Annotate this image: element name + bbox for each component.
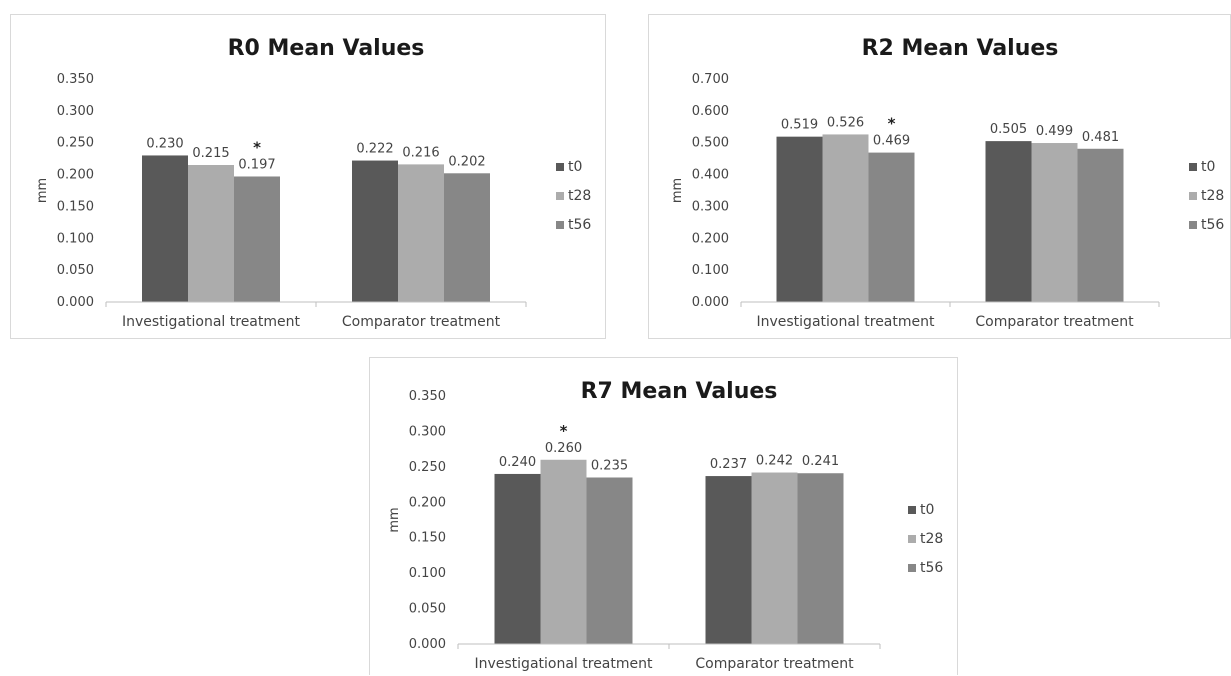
bar [188,165,234,302]
bar [494,473,541,644]
legend-swatch [556,163,564,171]
chart-svg: R0 Mean Values 0.000 0.050 0.100 0.150 0.200 0… [35,36,591,330]
y-tick-label: 0.100 [57,231,94,246]
data-label: 0.242 [756,454,793,469]
data-label: 0.222 [356,142,393,157]
y-tick-label: 0.150 [57,199,94,214]
data-label: 0.216 [402,145,439,160]
y-tick-label: 0.350 [409,389,446,404]
y-tick-label: 0.250 [409,460,446,475]
bar [1031,143,1078,302]
bar [444,173,490,302]
y-tick-label: 0.200 [409,495,446,510]
y-tick-label: 0.300 [409,424,446,439]
data-label: 0.241 [802,454,839,469]
bar [985,141,1032,302]
legend-label: t56 [920,560,943,576]
y-tick-label: 0.150 [409,531,446,546]
bar [142,155,188,302]
x-category-label: Investigational treatment [122,314,301,330]
chart-panel-r2: R2 Mean Values 0.000 0.100 0.200 0.300 0.400 0… [648,14,1231,339]
y-tick-label: 0.500 [692,136,729,151]
data-label: 0.240 [499,455,536,470]
data-label: 0.499 [1036,124,1073,139]
legend-label: t0 [568,159,582,175]
y-tick-label: 0.100 [409,566,446,581]
legend-label: t0 [1201,159,1215,175]
chart-title: R7 Mean Values [581,379,778,404]
y-tick-label: 0.200 [57,168,94,183]
y-tick-label: 0.700 [692,72,729,87]
x-category-label: Comparator treatment [975,314,1134,330]
bar [751,472,798,644]
data-label: 0.526 [827,115,864,130]
y-tick-label: 0.400 [692,168,729,183]
bar [352,160,398,302]
legend-label: t28 [568,188,591,204]
bar [822,134,869,302]
y-tick-label: 0.200 [692,231,729,246]
chart-svg: R2 Mean Values 0.000 0.100 0.200 0.300 0.400 0… [670,36,1224,330]
bar [586,477,633,644]
y-tick-label: 0.300 [57,104,94,119]
y-axis-label: mm [35,178,50,203]
legend-swatch [1189,163,1197,171]
significance-marker: * [560,422,568,440]
significance-marker: * [888,115,896,133]
data-label: 0.235 [591,458,628,473]
chart-title: R0 Mean Values [228,36,425,61]
legend-swatch [908,564,916,572]
y-tick-label: 0.350 [57,72,94,87]
significance-marker: * [253,138,261,156]
data-label: 0.215 [192,146,229,161]
chart-svg: R7 Mean Values 0.000 0.050 0.100 0.150 0.200 0… [387,379,943,672]
y-tick-label: 0.000 [57,295,94,310]
data-label: 0.237 [710,457,747,472]
x-category-label: Comparator treatment [695,656,854,672]
legend-label: t0 [920,502,934,518]
y-tick-label: 0.050 [409,602,446,617]
data-label: 0.197 [238,157,275,172]
x-category-label: Investigational treatment [756,314,935,330]
data-label: 0.260 [545,441,582,456]
data-label: 0.230 [146,136,183,151]
chart-title: R2 Mean Values [862,36,1059,61]
bar [797,473,844,644]
chart-panel-r7: R7 Mean Values 0.000 0.050 0.100 0.150 0.200 0… [369,357,958,675]
data-label: 0.505 [990,122,1027,137]
legend-label: t56 [1201,217,1224,233]
bar [540,459,587,644]
data-label: 0.519 [781,118,818,133]
legend-swatch [1189,221,1197,229]
y-tick-label: 0.050 [57,263,94,278]
bar [234,176,280,302]
legend-swatch [556,221,564,229]
bar [868,152,915,302]
y-tick-label: 0.300 [692,199,729,214]
data-label: 0.481 [1082,130,1119,145]
y-tick-label: 0.000 [409,637,446,652]
legend-label: t28 [1201,188,1224,204]
bar [1077,148,1124,302]
y-tick-label: 0.250 [57,136,94,151]
data-label: 0.202 [448,154,485,169]
legend-swatch [908,506,916,514]
legend-swatch [556,192,564,200]
x-category-label: Investigational treatment [474,656,653,672]
chart-panel-r0: R0 Mean Values 0.000 0.050 0.100 0.150 0.200 0… [10,14,606,339]
y-tick-label: 0.100 [692,263,729,278]
y-tick-label: 0.000 [692,295,729,310]
legend-label: t56 [568,217,591,233]
legend-swatch [908,535,916,543]
legend-label: t28 [920,531,943,547]
bar [705,476,752,644]
bar [776,136,823,302]
legend-swatch [1189,192,1197,200]
data-label: 0.469 [873,134,910,149]
y-tick-label: 0.600 [692,104,729,119]
x-category-label: Comparator treatment [342,314,501,330]
y-axis-label: mm [670,178,685,203]
bar [398,164,444,302]
y-axis-label: mm [387,507,402,532]
